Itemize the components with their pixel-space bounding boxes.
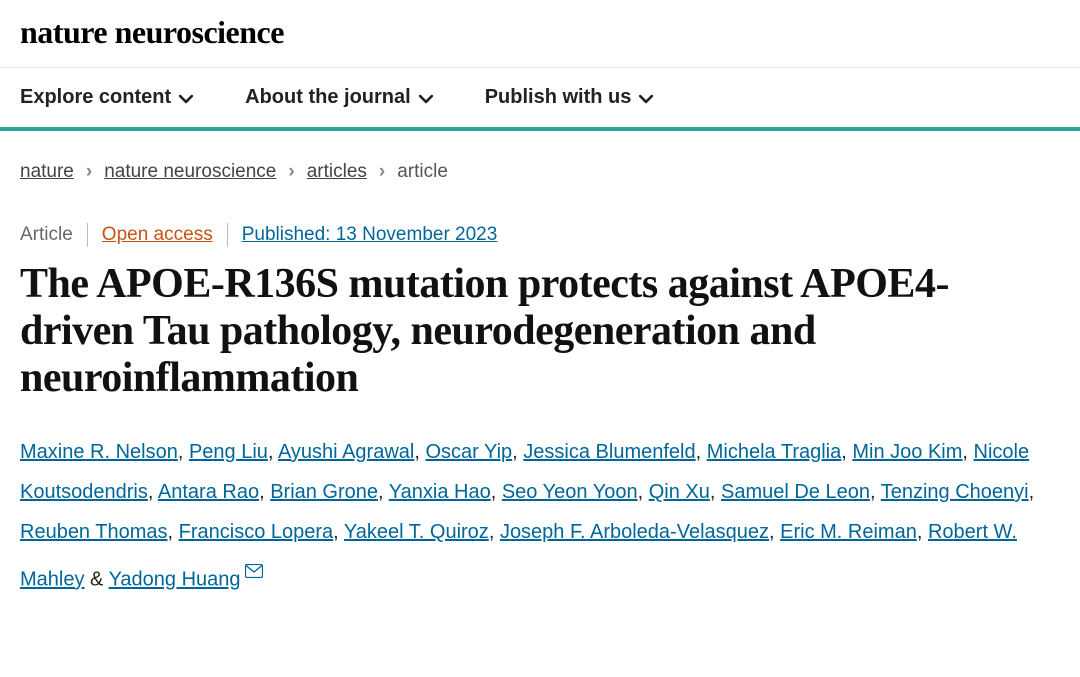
breadcrumb-link-nature[interactable]: nature	[20, 161, 74, 183]
meta-divider	[87, 223, 88, 247]
author-link[interactable]: Michela Traglia	[707, 441, 842, 463]
chevron-right-icon: ›	[86, 161, 92, 183]
author-separator: &	[84, 569, 108, 591]
open-access-link[interactable]: Open access	[102, 224, 213, 246]
author-separator: ,	[259, 481, 270, 503]
author-separator: ,	[917, 521, 928, 543]
author-separator: ,	[178, 441, 189, 463]
article-main: nature › nature neuroscience › articles …	[0, 131, 1080, 620]
mail-icon[interactable]	[245, 552, 263, 592]
author-separator: ,	[491, 481, 502, 503]
author-link[interactable]: Qin Xu	[649, 481, 710, 503]
chevron-right-icon: ›	[379, 161, 385, 183]
author-link[interactable]: Eric M. Reiman	[780, 521, 917, 543]
author-link[interactable]: Joseph F. Arboleda-Velasquez	[500, 521, 769, 543]
article-type: Article	[20, 224, 73, 246]
breadcrumb-link-journal[interactable]: nature neuroscience	[104, 161, 276, 183]
meta-divider	[227, 223, 228, 247]
author-separator: ,	[512, 441, 523, 463]
author-list: Maxine R. Nelson, Peng Liu, Ayushi Agraw…	[20, 432, 1060, 600]
author-link[interactable]: Ayushi Agrawal	[278, 441, 414, 463]
chevron-down-icon	[639, 92, 651, 104]
author-separator: ,	[696, 441, 707, 463]
author-link[interactable]: Tenzing Choenyi	[881, 481, 1029, 503]
published-date: 13 November 2023	[336, 224, 498, 245]
nav-item-label: About the journal	[245, 86, 411, 109]
nav-about-journal[interactable]: About the journal	[245, 86, 431, 109]
published-prefix: Published:	[242, 224, 336, 245]
breadcrumb-current: article	[397, 161, 448, 183]
nav-item-label: Publish with us	[485, 86, 632, 109]
nav-item-label: Explore content	[20, 86, 171, 109]
author-link[interactable]: Samuel De Leon	[721, 481, 870, 503]
breadcrumb: nature › nature neuroscience › articles …	[20, 161, 1060, 183]
author-link[interactable]: Min Joo Kim	[852, 441, 962, 463]
author-link[interactable]: Reuben Thomas	[20, 521, 168, 543]
author-separator: ,	[710, 481, 721, 503]
chevron-down-icon	[179, 92, 191, 104]
breadcrumb-link-articles[interactable]: articles	[307, 161, 367, 183]
author-link[interactable]: Yakeel T. Quiroz	[344, 521, 489, 543]
author-separator: ,	[870, 481, 881, 503]
article-meta-row: Article Open access Published: 13 Novemb…	[20, 223, 1060, 247]
chevron-down-icon	[419, 92, 431, 104]
author-link[interactable]: Jessica Blumenfeld	[523, 441, 695, 463]
author-separator: ,	[962, 441, 973, 463]
author-separator: ,	[333, 521, 344, 543]
author-separator: ,	[414, 441, 425, 463]
author-link[interactable]: Antara Rao	[158, 481, 259, 503]
author-link[interactable]: Seo Yeon Yoon	[502, 481, 638, 503]
author-separator: ,	[769, 521, 780, 543]
nav-explore-content[interactable]: Explore content	[20, 86, 191, 109]
author-link[interactable]: Brian Grone	[270, 481, 378, 503]
author-separator: ,	[1029, 481, 1035, 503]
navbar: Explore content About the journal Publis…	[0, 68, 1080, 131]
author-link[interactable]: Oscar Yip	[425, 441, 512, 463]
author-separator: ,	[168, 521, 179, 543]
author-link[interactable]: Peng Liu	[189, 441, 268, 463]
chevron-right-icon: ›	[288, 161, 294, 183]
author-separator: ,	[489, 521, 500, 543]
author-link[interactable]: Francisco Lopera	[179, 521, 334, 543]
author-separator: ,	[378, 481, 389, 503]
author-separator: ,	[841, 441, 852, 463]
author-separator: ,	[148, 481, 158, 503]
author-link[interactable]: Maxine R. Nelson	[20, 441, 178, 463]
author-separator: ,	[638, 481, 649, 503]
author-link[interactable]: Yadong Huang	[109, 569, 241, 591]
published-date-link[interactable]: Published: 13 November 2023	[242, 224, 498, 246]
author-link[interactable]: Yanxia Hao	[389, 481, 491, 503]
nav-publish-with-us[interactable]: Publish with us	[485, 86, 652, 109]
header-band: nature neuroscience	[0, 0, 1080, 68]
author-separator: ,	[268, 441, 278, 463]
journal-brand[interactable]: nature neuroscience	[20, 14, 1060, 51]
article-title: The APOE-R136S mutation protects against…	[20, 261, 1060, 402]
